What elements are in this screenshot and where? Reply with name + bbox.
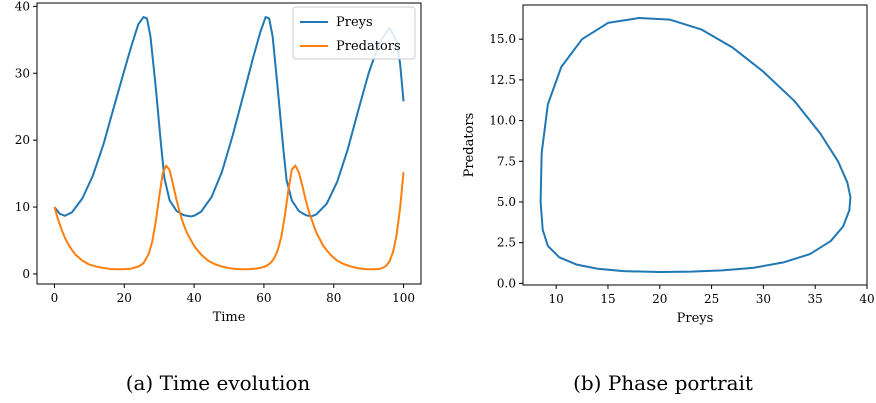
time-evolution-x-tick-label: 100 xyxy=(392,291,415,305)
time-evolution-x-tick-label: 0 xyxy=(51,291,59,305)
phase-portrait-x-tick-label: 10 xyxy=(549,292,564,306)
time-evolution-y-tick-label: 40 xyxy=(15,0,30,13)
time-evolution-y-tick-label: 30 xyxy=(15,66,30,80)
phase-portrait-y-tick-label: 7.5 xyxy=(497,154,516,168)
phase-portrait-axes-frame xyxy=(522,4,868,286)
legend-label-predators: Predators xyxy=(336,39,401,54)
time-evolution-y-tick-label: 0 xyxy=(22,267,30,281)
phase-portrait-y-axis-label: Predators xyxy=(462,113,477,178)
phase-portrait-y-tick-label: 10.0 xyxy=(489,114,516,128)
time-evolution-x-tick-label: 60 xyxy=(256,291,271,305)
phase-portrait-series-line-0 xyxy=(539,17,852,273)
phase-portrait-x-tick-label: 30 xyxy=(756,292,771,306)
phase-portrait-x-tick-label: 20 xyxy=(652,292,667,306)
phase-portrait-y-tick-label: 15.0 xyxy=(489,32,516,46)
time-evolution-x-tick-label: 20 xyxy=(117,291,132,305)
legend: Preys Predators xyxy=(292,6,416,60)
caption-phase-portrait: (b) Phase portrait xyxy=(573,371,753,395)
phase-portrait-plot: 10 15 20 25 30 35 40 0.0 2.5 5.0 7.5 10.0 12.5 15.0 Pr… xyxy=(462,4,875,326)
time-evolution-y-tick-label: 10 xyxy=(15,200,30,214)
phase-portrait-x-tick-label: 25 xyxy=(704,292,719,306)
phase-portrait-x-tick-label: 40 xyxy=(859,292,874,306)
time-evolution-x-axis-label: Time xyxy=(213,310,246,325)
time-evolution-axes-frame xyxy=(36,2,422,285)
caption-time-evolution: (a) Time evolution xyxy=(126,371,311,395)
phase-portrait-x-axis-label: Preys xyxy=(677,311,714,326)
legend-label-preys: Preys xyxy=(336,15,373,30)
phase-portrait-y-tick-label: 2.5 xyxy=(497,236,516,250)
time-evolution-x-tick-label: 40 xyxy=(186,291,201,305)
phase-portrait-y-tick-label: 5.0 xyxy=(497,195,516,209)
phase-portrait-x-tick-label: 35 xyxy=(808,292,823,306)
time-evolution-series-line-predators xyxy=(53,164,405,271)
time-evolution-y-tick-label: 20 xyxy=(15,133,30,147)
phase-portrait-x-tick-label: 15 xyxy=(600,292,615,306)
time-evolution-plot: 0 20 40 60 80 100 0 10 20 30 40 Time Preys Predators xyxy=(15,0,422,325)
time-evolution-series-line-preys xyxy=(53,16,405,218)
phase-portrait-y-tick-label: 12.5 xyxy=(489,73,516,87)
phase-portrait-y-tick-label: 0.0 xyxy=(497,276,516,290)
time-evolution-x-tick-label: 80 xyxy=(326,291,341,305)
